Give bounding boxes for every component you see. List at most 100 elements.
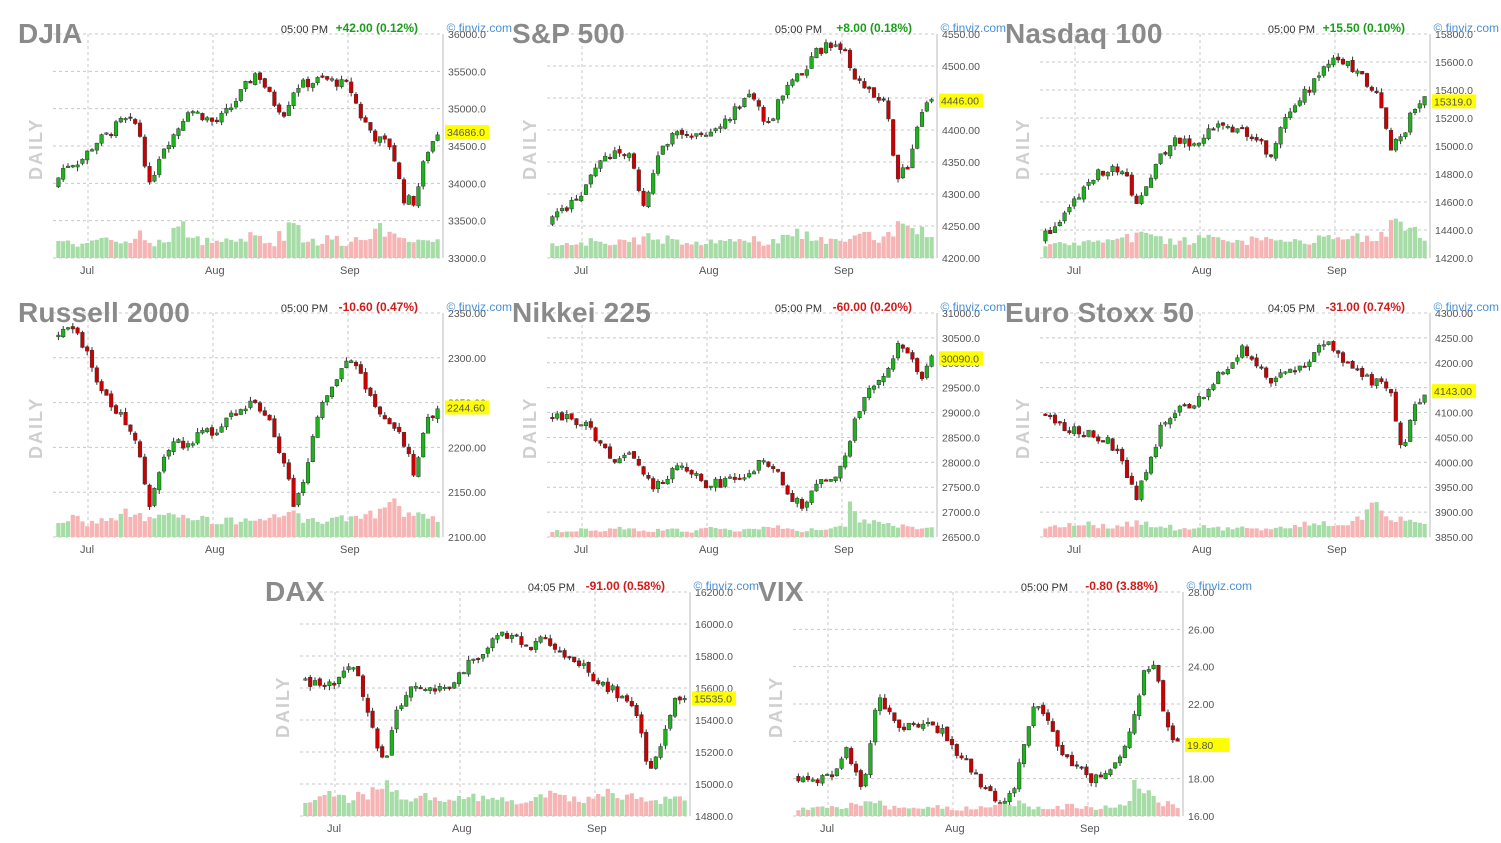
candle-body xyxy=(1036,706,1041,709)
volume-bar xyxy=(631,237,637,258)
volume-bar xyxy=(576,801,582,816)
volume-bar xyxy=(504,801,510,816)
candle-body xyxy=(648,761,654,769)
candle-body xyxy=(1388,129,1394,151)
volume-bar xyxy=(1216,237,1221,258)
price-change: +42.00 (0.12%) xyxy=(335,21,418,35)
volume-bar xyxy=(843,241,848,258)
y-tick-label: 29500.0 xyxy=(942,383,980,395)
volume-bar xyxy=(833,526,838,537)
x-tick-label: Aug xyxy=(1192,544,1212,556)
candle-body xyxy=(1067,207,1072,213)
candle-body xyxy=(495,635,500,640)
candle-body xyxy=(675,465,680,471)
volume-bar xyxy=(689,532,694,537)
volume-bar xyxy=(756,529,761,537)
candle-body xyxy=(1076,197,1082,200)
candle-body xyxy=(877,697,883,711)
volume-bar xyxy=(891,525,896,537)
candle-body xyxy=(401,432,407,447)
copyright-icon: © xyxy=(1433,21,1443,35)
source-link[interactable]: © finviz.com xyxy=(940,300,1006,314)
volume-bar xyxy=(1374,502,1379,537)
volume-bar xyxy=(1137,788,1142,816)
volume-bar xyxy=(1288,241,1293,258)
volume-bar xyxy=(910,228,915,258)
volume-bar xyxy=(205,516,210,537)
y-tick-label: 15200.0 xyxy=(1435,113,1473,125)
source-link[interactable]: © finviz.com xyxy=(1186,579,1252,593)
source-link[interactable]: © finviz.com xyxy=(940,21,1006,35)
source-link[interactable]: © finviz.com xyxy=(693,579,759,593)
candle-body xyxy=(663,728,668,746)
candle-body xyxy=(1021,744,1027,764)
candle-body xyxy=(1067,430,1072,434)
candle-body xyxy=(161,456,167,472)
price-change: -60.00 (0.20%) xyxy=(832,300,912,314)
volume-bar xyxy=(1177,240,1182,258)
candle-body xyxy=(919,112,925,127)
volume-bar xyxy=(195,519,200,537)
candle-body xyxy=(646,191,651,207)
volume-bar xyxy=(929,237,934,258)
volume-bar xyxy=(1117,804,1123,816)
candle-body xyxy=(430,141,435,152)
volume-bar xyxy=(881,523,886,537)
volume-bar xyxy=(1182,237,1187,258)
y-tick-label: 4250.00 xyxy=(1435,333,1473,345)
volume-bar xyxy=(935,805,940,816)
volume-bar xyxy=(641,530,646,537)
volume-bar xyxy=(1163,244,1168,258)
candle-body xyxy=(973,772,979,775)
volume-bar xyxy=(1360,519,1365,537)
volume-bar xyxy=(747,528,752,537)
volume-bar xyxy=(85,526,90,537)
volume-bar xyxy=(1144,521,1149,537)
candle-body xyxy=(1158,153,1163,164)
volume-bar xyxy=(847,501,853,537)
volume-bar xyxy=(631,528,637,537)
candle-body xyxy=(900,167,905,179)
volume-bar xyxy=(940,808,945,816)
volume-bar xyxy=(973,809,979,816)
volume-bar xyxy=(368,510,373,537)
candle-body xyxy=(790,79,795,86)
volume-bar xyxy=(1307,244,1312,258)
volume-bar xyxy=(1055,805,1060,816)
volume-bar xyxy=(171,227,176,258)
candle-body xyxy=(349,81,354,93)
candle-body xyxy=(1273,377,1278,382)
volume-bar xyxy=(562,795,567,816)
candle-body xyxy=(555,413,560,419)
candle-body xyxy=(392,145,397,162)
volume-bar xyxy=(1297,240,1302,258)
candle-body xyxy=(1201,396,1206,399)
candle-body xyxy=(852,418,857,441)
volume-bar xyxy=(742,240,747,258)
candle-body xyxy=(699,132,704,136)
volume-bar xyxy=(104,237,109,258)
candle-body xyxy=(871,385,877,390)
source-link[interactable]: © finviz.com xyxy=(446,300,512,314)
candle-body xyxy=(181,440,186,449)
candle-body xyxy=(1153,164,1158,179)
candle-body xyxy=(682,698,687,701)
volume-bar xyxy=(346,802,351,816)
candle-body xyxy=(727,119,733,122)
volume-bar xyxy=(377,508,383,537)
y-tick-label: 3850.00 xyxy=(1435,532,1473,544)
volume-bar xyxy=(89,520,95,537)
source-link[interactable]: © finviz.com xyxy=(446,21,512,35)
y-tick-label: 31000.0 xyxy=(942,308,980,320)
candle-body xyxy=(1302,365,1307,368)
volume-bar xyxy=(408,801,414,816)
volume-bar xyxy=(1124,234,1130,258)
volume-bar xyxy=(862,232,867,258)
candle-body xyxy=(607,446,613,459)
volume-bar xyxy=(1048,244,1053,258)
candle-body xyxy=(653,756,658,769)
volume-bar xyxy=(605,788,610,816)
volume-bar xyxy=(166,512,171,537)
source-link[interactable]: © finviz.com xyxy=(1433,300,1499,314)
source-link[interactable]: © finviz.com xyxy=(1433,21,1499,35)
